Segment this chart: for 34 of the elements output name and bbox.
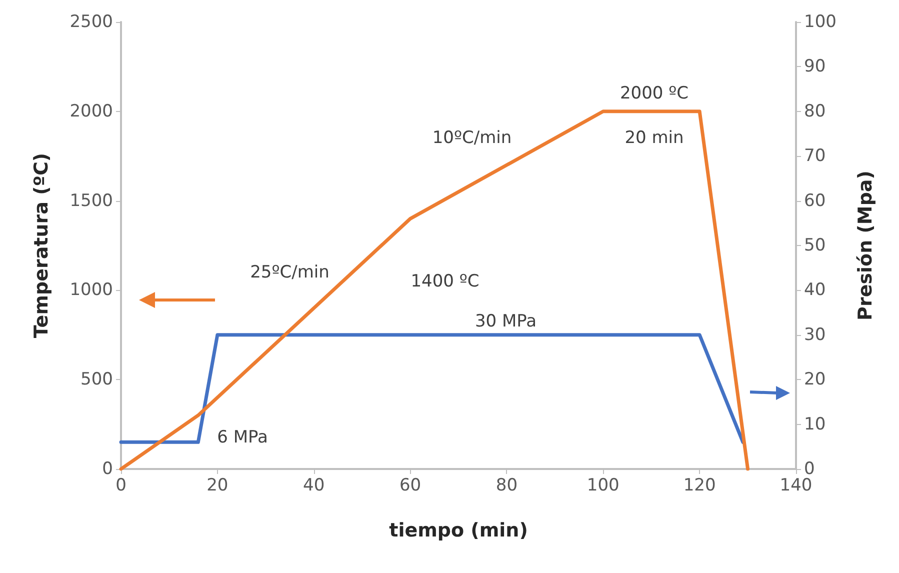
line-series [119,110,750,471]
y2-tick-label: 20 [804,370,826,390]
y-tick-label: 2500 [70,12,113,32]
y2-tick-label: 30 [804,324,826,345]
y2-tick-label: 10 [804,414,826,434]
x-tick-label: 60 [399,476,422,496]
annotation: 25ºC/min [250,262,330,282]
annotation: 2000 ºC [620,84,689,104]
x-tick-label: 100 [586,476,620,496]
y2-axis-title: Presión (Mpa) [854,170,876,320]
x-tick-label: 0 [116,476,126,496]
annotation: 6 MPa [217,428,268,448]
annotation: 1400 ºC [410,271,480,292]
y2-tick-label: 60 [804,190,826,211]
x-tick-label: 120 [683,476,716,496]
y2-tick-label: 50 [804,236,826,256]
y-axis-title: Temperatura (ºC) [30,152,52,338]
x-tick-label: 20 [206,476,228,496]
x-tick-label: 80 [496,476,518,496]
y2-tick-label: 70 [804,146,826,166]
x-tick-label: 40 [303,476,325,496]
y-tick-label: 1500 [70,190,113,211]
y-tick-label: 1000 [70,280,113,300]
y-tick-label: 2000 [70,101,113,122]
x-axis-title: tiempo (min) [389,520,528,542]
y2-tick-label: 40 [804,280,826,300]
y-tick-label: 500 [80,370,113,390]
annotation: 10ºC/min [432,128,512,148]
y2-tick-label: 100 [804,12,836,32]
y-tick-label: 0 [102,459,113,479]
y2-tick-label: 90 [804,56,826,77]
annotation: 30 MPa [474,311,537,332]
y2-tick-label: 80 [804,101,826,122]
annotation: 20 min [624,128,684,148]
